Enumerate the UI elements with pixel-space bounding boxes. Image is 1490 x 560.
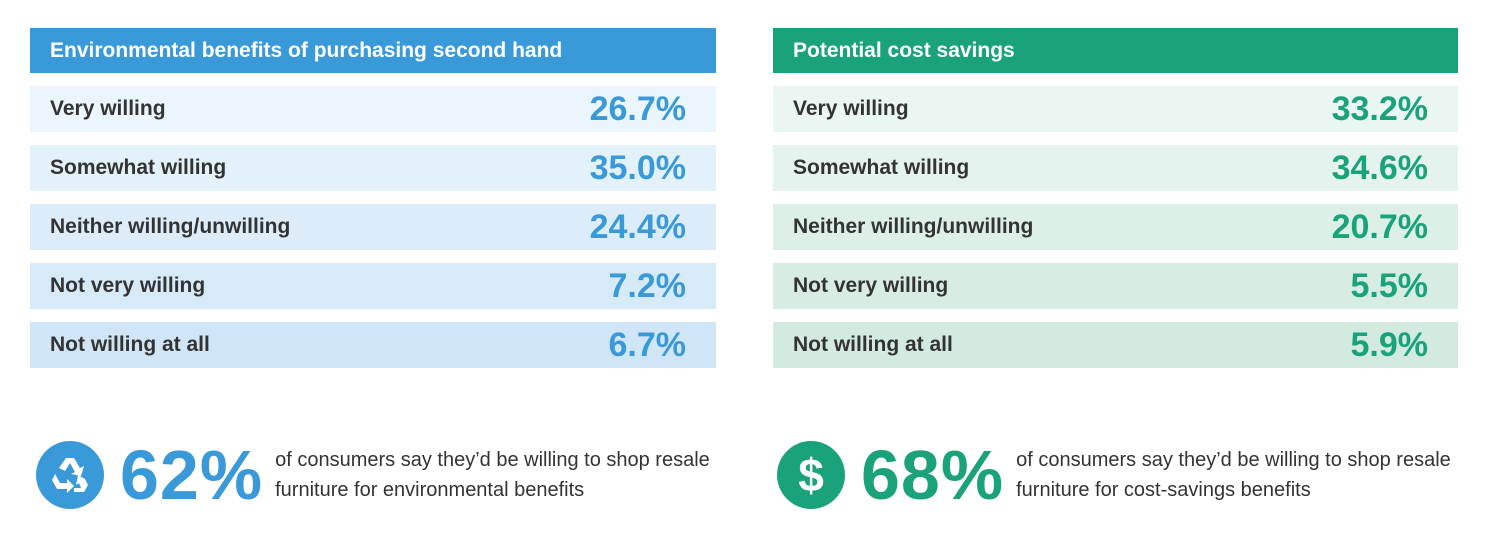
environmental-benefits-panel: Environmental benefits of purchasing sec… — [30, 28, 716, 381]
table-row: Neither willing/unwilling 20.7% — [773, 204, 1458, 250]
panel-title: Environmental benefits of purchasing sec… — [30, 28, 716, 73]
row-label: Neither willing/unwilling — [793, 215, 1034, 238]
rows-container: Very willing 26.7% Somewhat willing 35.0% Ne… — [30, 86, 716, 368]
summary-text: of consumers say they’d be willing to sh… — [275, 449, 710, 501]
panel-title: Potential cost savings — [773, 28, 1458, 73]
row-label: Somewhat willing — [793, 156, 970, 179]
row-value: 7.2% — [608, 266, 687, 305]
row-value: 33.2% — [1331, 89, 1428, 128]
row-value: 20.7% — [1331, 207, 1428, 246]
table-row: Very willing 33.2% — [773, 86, 1458, 132]
table-row: Somewhat willing 35.0% — [30, 145, 716, 191]
cost-savings-panel: Potential cost savings Very willing 33.2%… — [773, 28, 1458, 381]
row-value: 26.7% — [589, 89, 686, 128]
summary-percent: 62% — [120, 436, 264, 514]
dollar-icon: $ — [777, 441, 845, 509]
row-label: Very willing — [50, 97, 166, 120]
row-label: Not very willing — [793, 274, 949, 297]
table-row: Not willing at all 5.9% — [773, 322, 1458, 368]
row-label: Not willing at all — [50, 333, 210, 356]
row-value: 5.5% — [1350, 266, 1429, 305]
rows-container: Very willing 33.2% Somewhat willing 34.6% Ne… — [773, 86, 1458, 368]
summary-text: of consumers say they’d be willing to sh… — [1016, 449, 1451, 501]
summary-percent: 68% — [861, 436, 1005, 514]
table-row: Neither willing/unwilling 24.4% — [30, 204, 716, 250]
table-row: Somewhat willing 34.6% — [773, 145, 1458, 191]
row-label: Not very willing — [50, 274, 206, 297]
row-value: 5.9% — [1350, 325, 1429, 364]
table-row: Not willing at all 6.7% — [30, 322, 716, 368]
table-row: Not very willing 7.2% — [30, 263, 716, 309]
table-row: Not very willing 5.5% — [773, 263, 1458, 309]
row-label: Somewhat willing — [50, 156, 227, 179]
row-value: 24.4% — [589, 207, 686, 246]
recycle-icon — [36, 441, 104, 509]
row-value: 35.0% — [589, 148, 686, 187]
cost-savings-summary: $ 68% of consumers say they’d be willing… — [777, 440, 1456, 510]
row-value: 34.6% — [1331, 148, 1428, 187]
environmental-summary: 62% of consumers say they’d be willing t… — [36, 440, 715, 510]
row-label: Neither willing/unwilling — [50, 215, 291, 238]
row-label: Not willing at all — [793, 333, 953, 356]
row-value: 6.7% — [608, 325, 687, 364]
table-row: Very willing 26.7% — [30, 86, 716, 132]
dollar-glyph: $ — [798, 449, 824, 501]
row-label: Very willing — [793, 97, 909, 120]
